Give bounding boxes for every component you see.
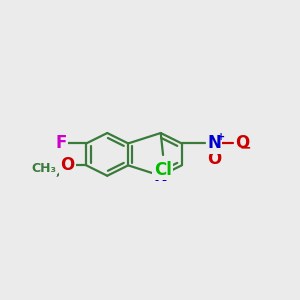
Text: F: F: [55, 134, 67, 152]
Text: O: O: [235, 134, 249, 152]
Text: +: +: [217, 132, 225, 142]
Text: Cl: Cl: [154, 161, 172, 179]
Text: O: O: [61, 156, 75, 174]
Text: CH₃: CH₃: [31, 162, 56, 175]
Text: N: N: [207, 134, 221, 152]
Text: N: N: [154, 167, 168, 185]
Text: −: −: [240, 141, 251, 154]
Text: O: O: [207, 150, 221, 168]
